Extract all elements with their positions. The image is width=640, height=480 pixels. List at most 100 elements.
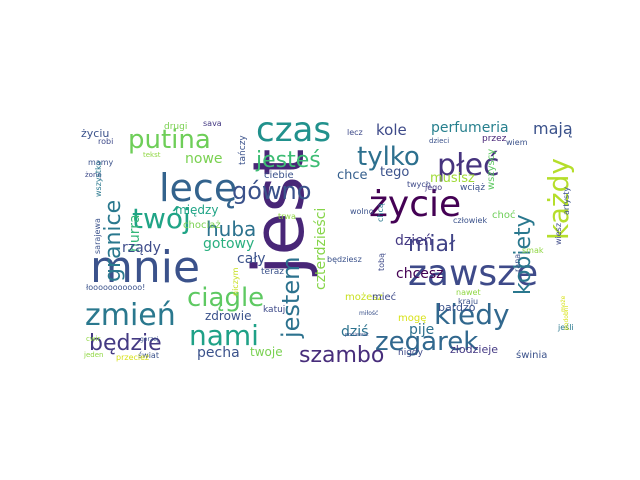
- word: jeśli: [557, 322, 574, 332]
- word: jeden: [83, 351, 103, 359]
- word: nawet: [456, 288, 481, 297]
- word: nami: [189, 319, 259, 352]
- word: rana: [513, 254, 522, 272]
- word: czas: [256, 110, 331, 150]
- word: między: [175, 203, 218, 217]
- word: jestem: [277, 257, 305, 340]
- word: mogę: [398, 313, 426, 324]
- word: tańczy: [238, 135, 248, 165]
- word: artysty: [562, 187, 571, 215]
- word: tekst: [143, 151, 161, 159]
- word: wiem: [506, 138, 528, 147]
- word: miał: [408, 232, 456, 257]
- word: hurra: [127, 214, 143, 252]
- word: cwir: [86, 335, 101, 343]
- word: trwa: [278, 212, 296, 221]
- word: chcesz: [396, 266, 444, 282]
- word: szambo: [299, 343, 384, 368]
- word: granice: [101, 200, 126, 282]
- word: zegarek: [375, 327, 478, 357]
- word: sava: [203, 119, 222, 128]
- word: możesz: [345, 292, 383, 303]
- word: przez: [482, 134, 507, 144]
- word: jesteś: [255, 148, 321, 173]
- word: wciąż: [460, 183, 485, 193]
- word: życie: [369, 184, 461, 225]
- word: sarajewa: [93, 218, 102, 254]
- word: jego: [424, 183, 442, 192]
- word: twój: [132, 202, 191, 235]
- word: pecha: [197, 345, 240, 361]
- word: nigdy: [398, 348, 424, 358]
- word: putina: [128, 125, 211, 155]
- word: czterdzieści: [313, 208, 329, 290]
- word: ciągle: [187, 283, 264, 313]
- word: teraz: [261, 267, 284, 277]
- word: chcą: [376, 203, 385, 222]
- word: lecz: [347, 128, 363, 137]
- word: mnie: [90, 242, 200, 293]
- word: kiedy: [434, 298, 510, 331]
- word: kraju: [458, 297, 478, 306]
- word: wolno: [350, 207, 374, 216]
- word: rządy: [122, 240, 161, 256]
- word: ciebie: [264, 170, 294, 181]
- word: świnia: [516, 349, 547, 361]
- word: dziś: [341, 324, 368, 340]
- word: chce: [337, 168, 368, 183]
- word: mieć: [372, 291, 396, 303]
- word: przecież: [116, 353, 149, 362]
- word: katuj: [263, 305, 285, 315]
- word: bardzo: [438, 301, 476, 314]
- word: gotowy: [203, 236, 254, 252]
- word: człowiek: [453, 216, 487, 225]
- word: musisz: [430, 171, 475, 186]
- word: będziesz: [327, 255, 362, 264]
- word: choć: [492, 209, 515, 221]
- word: złodzieje: [450, 343, 498, 356]
- word: huba: [206, 217, 256, 241]
- word: podobni: [563, 305, 570, 330]
- word: każdy: [542, 158, 575, 240]
- word: wiesz: [554, 223, 563, 245]
- word: nowe: [185, 151, 223, 167]
- word: drugi: [164, 122, 187, 132]
- word: perfumeria: [431, 120, 509, 136]
- word: dzień: [395, 233, 433, 249]
- word: lecę: [159, 166, 237, 210]
- word: pije: [409, 322, 434, 338]
- word: ponieważ: [345, 332, 369, 338]
- word: jest: [238, 149, 320, 277]
- word: kole: [376, 121, 407, 139]
- word: wszystko: [94, 161, 103, 197]
- word: tylko: [357, 142, 420, 172]
- word: tego: [380, 165, 409, 180]
- word: zmień: [85, 298, 176, 333]
- word: miłość: [359, 310, 378, 317]
- word: świat: [138, 350, 159, 360]
- word: kobiety: [511, 214, 536, 295]
- word: chociaż: [183, 220, 221, 231]
- word: robi: [98, 137, 113, 146]
- word: życiu: [81, 127, 109, 140]
- word: gówno: [232, 177, 311, 205]
- word: gorzej: [140, 336, 159, 343]
- word: może: [560, 295, 567, 312]
- word: mają: [533, 119, 573, 138]
- word: będzie: [89, 331, 162, 356]
- word: twych: [407, 180, 431, 189]
- word: smak: [522, 246, 544, 255]
- cloud-background: [78, 110, 562, 368]
- word: płeć: [437, 148, 500, 183]
- word: łooooooooooo!: [86, 283, 145, 292]
- word: żonę: [85, 171, 102, 179]
- word: niczym: [231, 267, 240, 296]
- word: zdrowie: [205, 309, 251, 323]
- word: dzieci: [429, 137, 449, 145]
- word: wszyscy: [486, 149, 497, 190]
- word: cały: [237, 251, 266, 267]
- word: tobą: [377, 253, 386, 271]
- word: twoje: [250, 345, 283, 359]
